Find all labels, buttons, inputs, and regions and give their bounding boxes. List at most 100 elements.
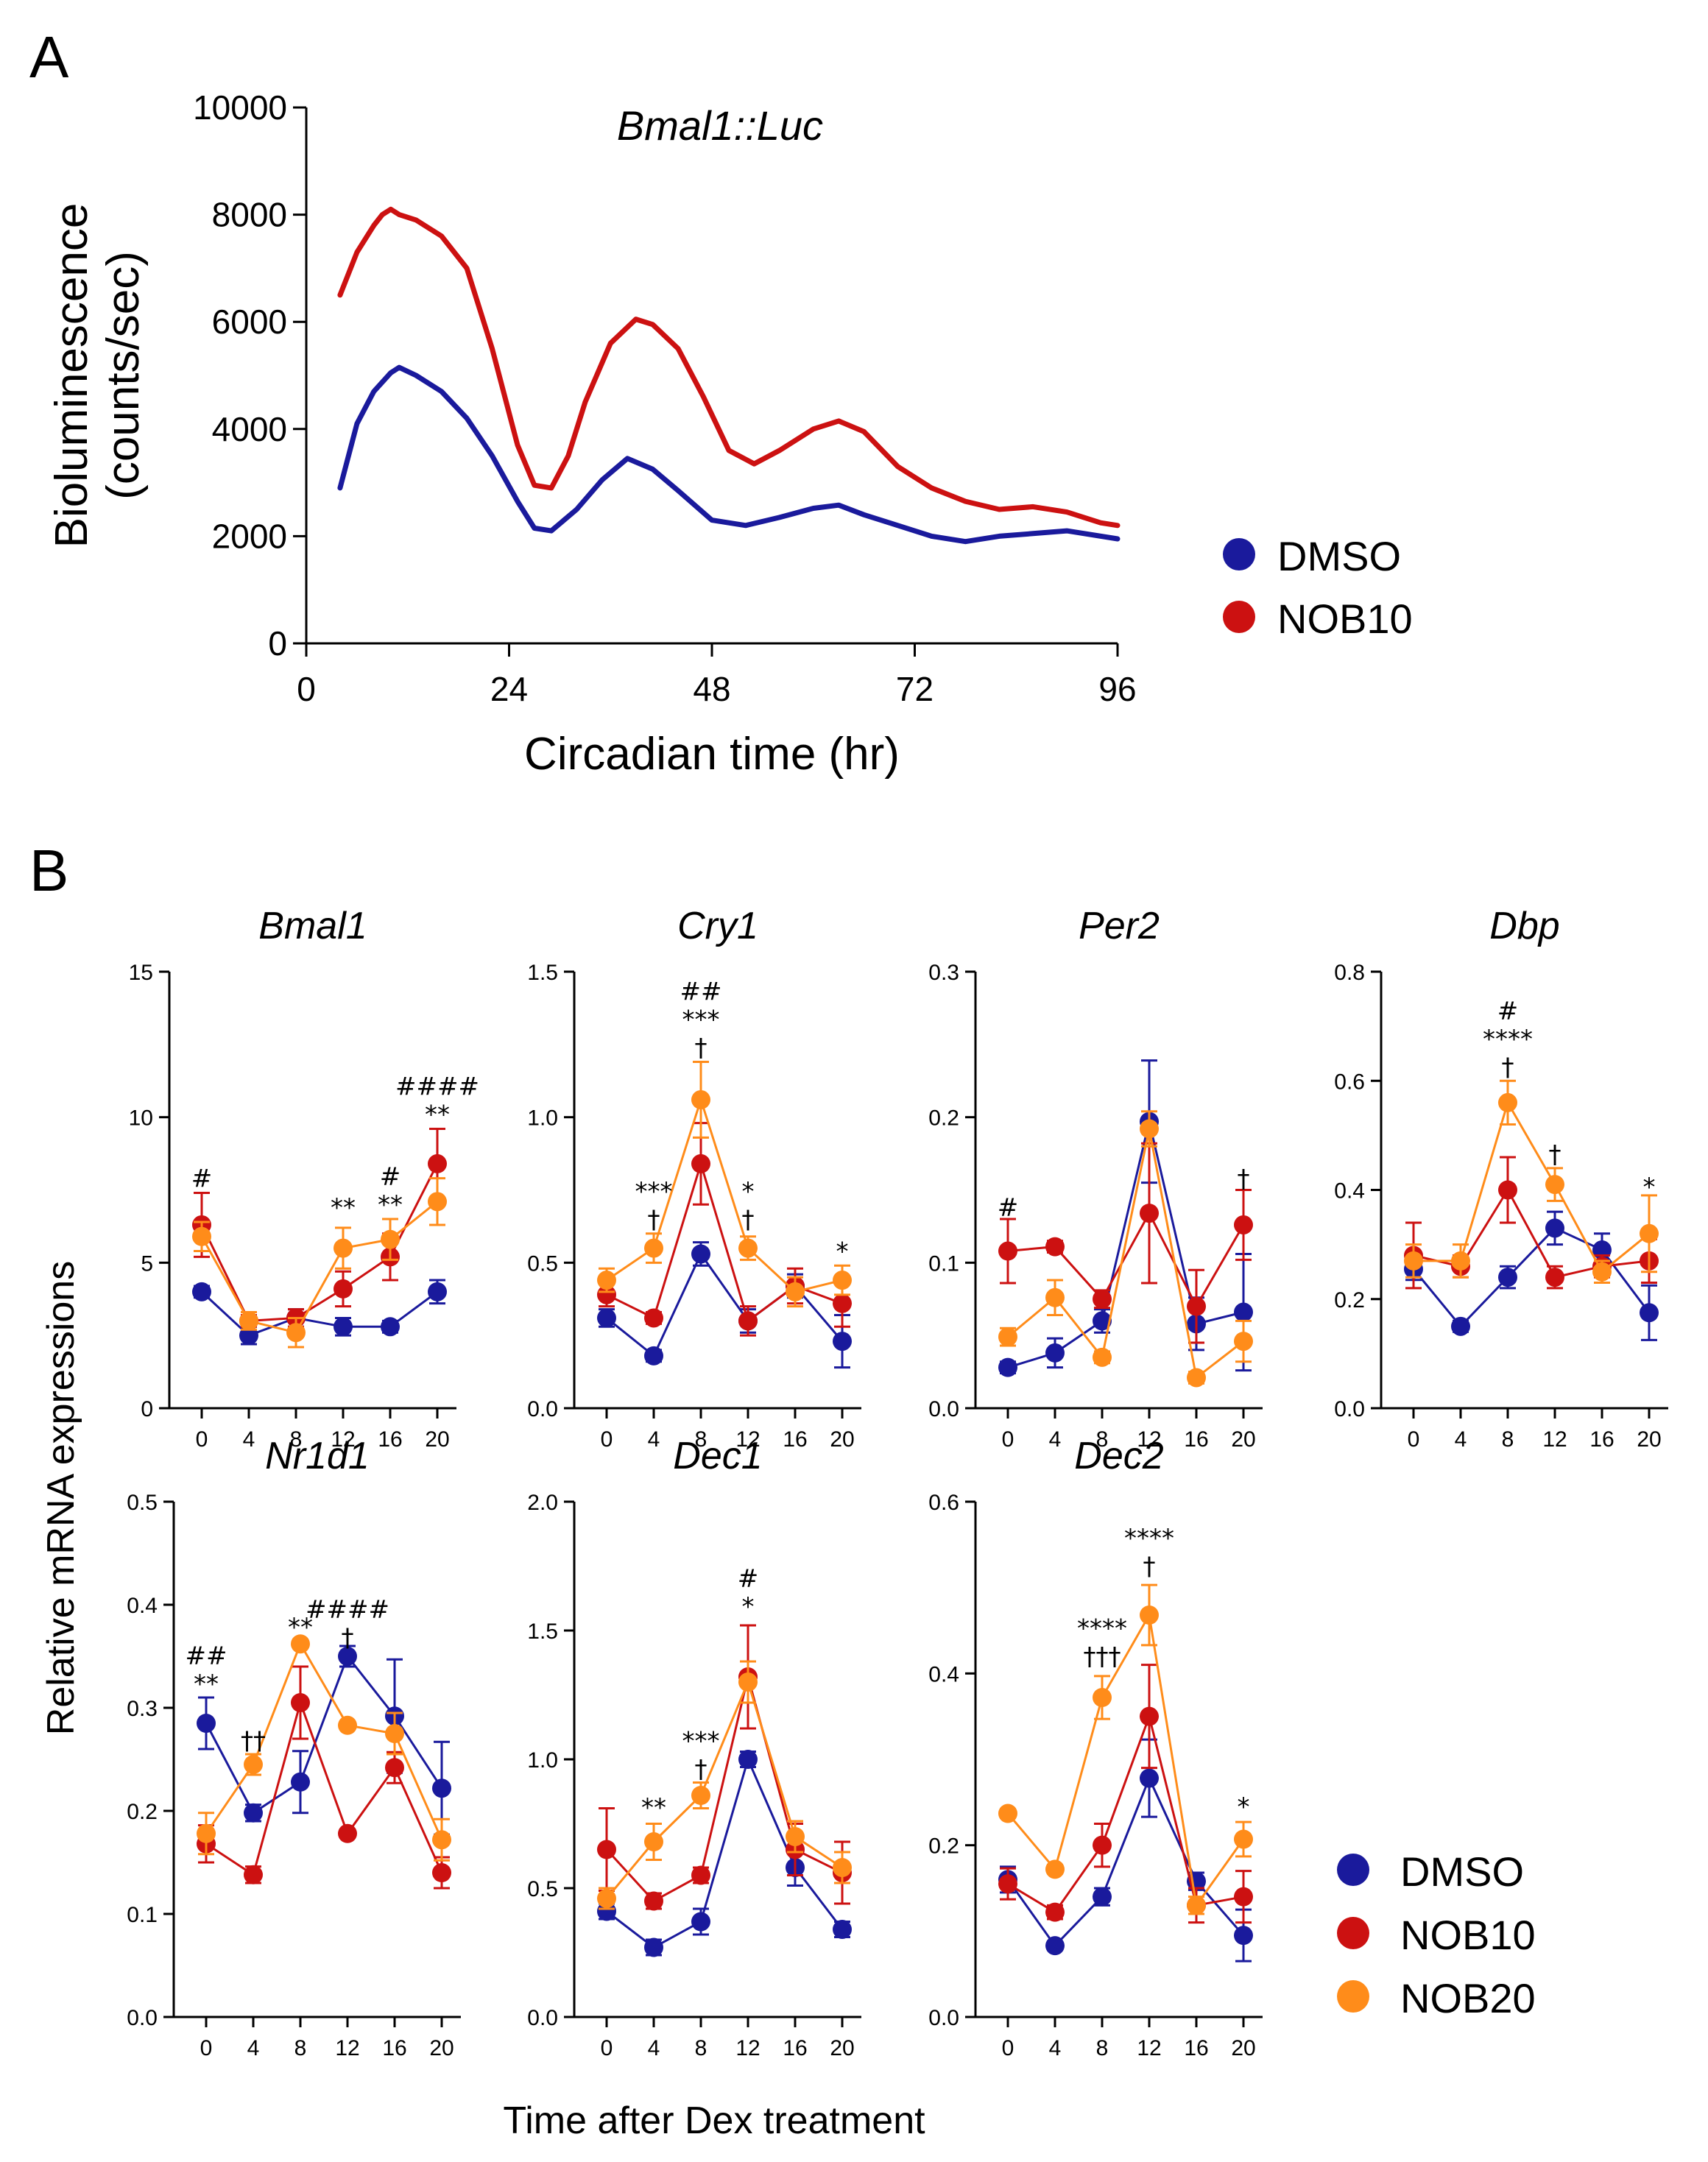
y-tick-label-dec1: 0.5 — [527, 1877, 558, 1901]
point-dec1-nob20 — [597, 1889, 616, 1908]
point-dbp-dmso — [1640, 1303, 1659, 1323]
y-tick-label-dbp: 0.8 — [1334, 961, 1365, 985]
point-dec2-nob10 — [998, 1874, 1017, 1894]
chart-title-dbp: Dbp — [1489, 905, 1559, 947]
point-nr1d1-nob20 — [244, 1755, 263, 1774]
point-per2-nob20 — [1140, 1119, 1159, 1139]
point-dbp-nob10 — [1498, 1180, 1517, 1200]
x-tick-label-dec1: 20 — [830, 2036, 854, 2060]
chart-title-nr1d1: Nr1d1 — [265, 1435, 370, 1477]
significance-mark-dec2: **** — [1077, 1614, 1127, 1644]
y-tick-label-nr1d1: 0.2 — [127, 1800, 158, 1824]
point-dec2-dmso — [1093, 1887, 1112, 1907]
x-tick-label-dbp: 8 — [1502, 1427, 1514, 1452]
y-tick-label-nr1d1: 0.1 — [127, 1903, 158, 1927]
significance-mark-per2: # — [998, 1193, 1019, 1223]
x-tick-label-nr1d1: 4 — [247, 2036, 260, 2060]
point-per2-nob10 — [1234, 1215, 1253, 1234]
panel-a-y-tick-label: 6000 — [212, 303, 287, 341]
point-dbp-nob20 — [1451, 1251, 1470, 1271]
legend-b-nob10-label: NOB10 — [1400, 1912, 1536, 1958]
series-line-dec2-nob20 — [1006, 1611, 1245, 1909]
chart-title-dec2: Dec2 — [1074, 1435, 1163, 1477]
y-tick-label-bmal1: 10 — [129, 1106, 153, 1131]
point-dbp-dmso — [1451, 1316, 1470, 1336]
panel-a-title: Bmal1::Luc — [617, 102, 823, 149]
y-tick-label-dbp: 0.0 — [1334, 1397, 1365, 1421]
point-per2-nob10 — [1140, 1204, 1159, 1223]
point-per2-dmso — [1045, 1343, 1065, 1363]
y-tick-label-dbp: 0.6 — [1334, 1070, 1365, 1094]
x-tick-label-per2: 20 — [1231, 1427, 1255, 1452]
panel-a-series-dmso — [337, 364, 1121, 545]
y-tick-label-bmal1: 15 — [129, 961, 153, 985]
point-nr1d1-dmso — [338, 1647, 357, 1666]
point-nr1d1-nob10 — [432, 1863, 451, 1882]
point-dec2-nob10 — [1045, 1902, 1065, 1922]
panel-a-y-tick-label: 2000 — [212, 517, 287, 555]
significance-mark-dbp: **** — [1483, 1025, 1533, 1054]
legend-b-nob20-label: NOB20 — [1400, 1975, 1536, 2021]
x-tick-label-dec2: 20 — [1231, 2036, 1255, 2060]
point-dec1-dmso — [644, 1937, 663, 1957]
point-dbp-dmso — [1545, 1218, 1564, 1238]
panel-a-x-tick-label: 48 — [693, 670, 730, 708]
point-dec1-dmso — [691, 1912, 710, 1932]
y-tick-label-dec2: 0.2 — [928, 1834, 959, 1859]
point-dec1-nob20 — [738, 1672, 758, 1692]
point-per2-nob10 — [1045, 1237, 1065, 1257]
panel-a-y-axis-label-line2: (counts/sec) — [98, 251, 149, 500]
point-nr1d1-nob10 — [338, 1823, 357, 1843]
series-line-per2-nob20 — [1007, 1128, 1244, 1380]
x-tick-label-dec1: 16 — [783, 2036, 807, 2060]
chart-title-bmal1: Bmal1 — [258, 905, 367, 947]
y-tick-label-dbp: 0.4 — [1334, 1179, 1365, 1204]
series-line-bmal1-nob10 — [200, 1163, 439, 1322]
point-per2-nob20 — [1093, 1347, 1112, 1367]
x-tick-label-dec1: 4 — [648, 2036, 660, 2060]
y-tick-label-dec1: 2.0 — [527, 1491, 558, 1515]
y-tick-label-dec1: 1.0 — [527, 1748, 558, 1773]
point-dec2-nob10 — [1093, 1835, 1112, 1855]
series-line-per2-nob10 — [1007, 1210, 1245, 1309]
y-tick-label-dec2: 0.4 — [928, 1662, 959, 1686]
point-bmal1-nob20 — [334, 1238, 353, 1258]
point-cry1-nob10 — [833, 1293, 852, 1313]
legend-a-dmso-label: DMSO — [1277, 533, 1401, 579]
point-per2-nob20 — [998, 1327, 1017, 1347]
point-per2-nob20 — [1234, 1332, 1253, 1352]
significance-mark-dec1: † — [695, 1755, 707, 1784]
y-tick-label-dec2: 0.6 — [928, 1491, 959, 1515]
x-tick-label-nr1d1: 8 — [294, 2036, 307, 2060]
point-dbp-nob20 — [1498, 1092, 1517, 1112]
point-cry1-nob10 — [644, 1308, 663, 1328]
x-tick-label-dbp: 16 — [1589, 1427, 1614, 1452]
significance-mark-dbp: * — [1643, 1173, 1656, 1202]
legend-a-nob10-label: NOB10 — [1277, 596, 1413, 642]
panel-a-x-tick-label: 96 — [1098, 670, 1136, 708]
point-bmal1-nob10 — [334, 1279, 353, 1299]
panel-a-x-tick-label: 0 — [297, 670, 316, 708]
x-tick-label-cry1: 20 — [830, 1427, 854, 1452]
point-dec1-dmso — [738, 1750, 758, 1769]
point-dec2-nob10 — [1140, 1706, 1159, 1726]
chart-title-per2: Per2 — [1079, 905, 1160, 947]
point-dec1-nob20 — [644, 1832, 663, 1851]
significance-mark-cry1: * — [742, 1177, 755, 1207]
significance-mark-nr1d1: ## — [186, 1642, 227, 1671]
panel-a-x-tick-label: 72 — [896, 670, 934, 708]
x-tick-label-dec1: 0 — [601, 2036, 613, 2060]
point-bmal1-dmso — [428, 1282, 447, 1301]
point-dec1-nob20 — [786, 1827, 805, 1846]
significance-mark-cry1: *** — [682, 1006, 720, 1035]
significance-mark-nr1d1: #### — [306, 1595, 389, 1625]
point-cry1-nob20 — [644, 1238, 663, 1258]
point-dec1-nob20 — [691, 1786, 710, 1805]
x-tick-label-per2: 0 — [1002, 1427, 1014, 1452]
point-bmal1-nob20 — [239, 1311, 258, 1331]
x-tick-label-dec2: 4 — [1049, 2036, 1062, 2060]
panel-a-y-tick-label: 10000 — [193, 88, 287, 127]
y-tick-label-bmal1: 5 — [141, 1251, 153, 1276]
significance-mark-bmal1: ** — [425, 1101, 450, 1130]
